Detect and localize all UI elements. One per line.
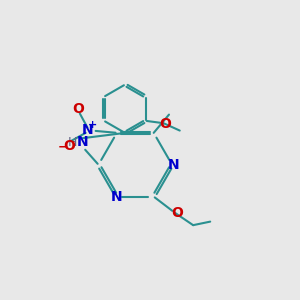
Text: O: O [72,102,84,116]
Text: +: + [88,120,98,130]
Text: O: O [64,139,75,153]
Text: N: N [82,124,93,137]
Text: O: O [171,206,183,220]
Text: −: − [58,140,68,154]
Text: O: O [160,117,172,131]
Text: N: N [111,190,123,204]
Text: N: N [77,135,89,149]
Text: H: H [68,136,77,149]
Text: N: N [168,158,179,172]
